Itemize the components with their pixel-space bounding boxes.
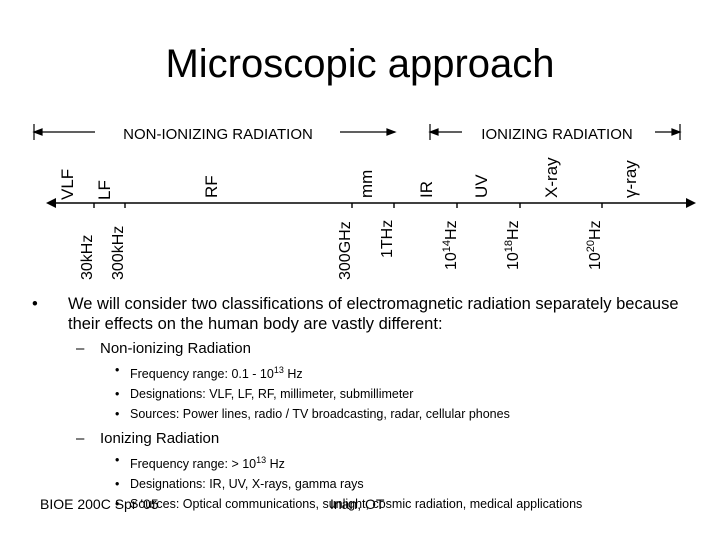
non-ionizing-designations: • Designations: VLF, LF, RF, millimeter,… xyxy=(30,384,710,404)
ionizing-label: IONIZING RADIATION xyxy=(481,126,632,143)
ionizing-arrow xyxy=(428,124,682,140)
band-rf: RF xyxy=(202,175,221,198)
band-lf: LF xyxy=(95,180,114,200)
axis-right-arrowhead xyxy=(686,198,696,208)
freq-10-20hz: 1020Hz xyxy=(585,220,604,270)
bullet-dot-icon: • xyxy=(115,407,120,422)
non-ionizing-sources: • Sources: Power lines, radio / TV broad… xyxy=(30,404,710,424)
ionizing-sources: • Sources: Optical communications, sunli… xyxy=(30,494,710,514)
freq-300ghz: 300GHz xyxy=(337,221,354,280)
non-ionizing-arrow xyxy=(32,124,397,140)
band-vlf: VLF xyxy=(58,169,77,200)
freq-1thz: 1THz xyxy=(379,220,396,258)
freq-300khz: 300kHz xyxy=(110,226,127,280)
band-uv: UV xyxy=(472,174,491,198)
non-ionizing-frequency: • Frequency range: 0.1 - 1013 Hz xyxy=(30,360,710,384)
bullet-dot-icon: • xyxy=(115,497,120,512)
spectrum-diagram: NON-IONIZING RADIATION IONIZING RADIATIO… xyxy=(32,124,696,280)
footer-course: BIOE 200C Spr '05 xyxy=(40,496,159,512)
band-ir: IR xyxy=(417,181,436,198)
bullet-dot-icon: • xyxy=(115,363,120,377)
bullet-list: • We will consider two classifications o… xyxy=(30,294,710,514)
bullet-dot-icon: • xyxy=(115,387,120,402)
ionizing-details: • Frequency range: > 1013 Hz • Designati… xyxy=(30,450,710,514)
ionizing-designations: • Designations: IR, UV, X-rays, gamma ra… xyxy=(30,474,710,494)
main-bullet-text: We will consider two classifications of … xyxy=(68,295,679,333)
bullet-dot-icon: • xyxy=(32,295,38,313)
bullet-dot-icon: • xyxy=(115,453,120,468)
band-gamma: γ-ray xyxy=(621,160,640,198)
footer-author: Inan, OT xyxy=(330,496,385,512)
freq-10-18hz: 1018Hz xyxy=(503,220,522,270)
main-bullet: • We will consider two classifications o… xyxy=(30,294,710,334)
slide-title: Microscopic approach xyxy=(165,42,555,86)
band-xray: X-ray xyxy=(542,157,561,198)
dash-icon: – xyxy=(76,430,85,448)
ionizing-heading: – Ionizing Radiation xyxy=(76,430,220,448)
dash-icon: – xyxy=(76,340,85,357)
band-mm: mm xyxy=(357,170,376,198)
non-ionizing-label: NON-IONIZING RADIATION xyxy=(123,126,313,143)
non-ionizing-details: • Frequency range: 0.1 - 1013 Hz • Desig… xyxy=(30,360,710,424)
non-ionizing-heading: – Non-ionizing Radiation xyxy=(76,340,251,357)
ionizing-frequency: • Frequency range: > 1013 Hz xyxy=(30,450,710,474)
bullet-dot-icon: • xyxy=(115,477,120,492)
axis-left-arrowhead xyxy=(46,198,56,208)
freq-10-14hz: 1014Hz xyxy=(441,220,460,270)
freq-30khz: 30kHz xyxy=(79,235,96,280)
